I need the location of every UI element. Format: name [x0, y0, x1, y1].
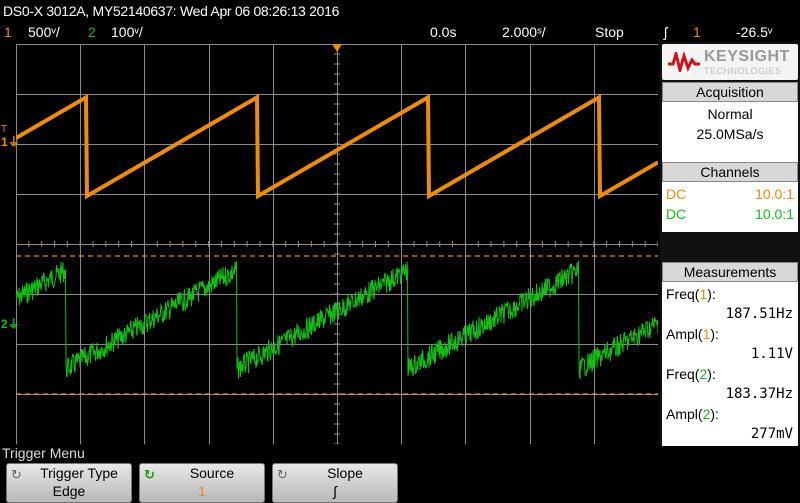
rotate-knob-icon: ↻ — [144, 467, 155, 482]
measurement-label: Freq(1): — [662, 284, 798, 304]
meas-close: ): — [707, 286, 716, 302]
meas-name: Freq( — [666, 286, 700, 302]
ch2-probe: 10.0:1 — [755, 206, 794, 222]
info-panel: KEYSIGHT TECHNOLOGIES Acquisition Normal… — [660, 42, 800, 446]
measurement-item[interactable]: Ampl(1): 1.11V — [662, 324, 798, 364]
ch2-number[interactable]: 2 — [88, 24, 96, 40]
waveform-display[interactable] — [16, 44, 658, 444]
run-state[interactable]: Stop — [595, 24, 624, 40]
slope-softkey[interactable]: ↻ Slope ʃ — [272, 463, 398, 503]
meas-channel: 1 — [702, 326, 711, 342]
meas-channel: 2 — [699, 366, 708, 382]
measurement-item[interactable]: Freq(2): 183.37Hz — [662, 364, 798, 404]
ch2-scale[interactable]: 100ᵛ/ — [111, 24, 143, 40]
ch1-trigger-arrow-icon: T — [1, 124, 8, 135]
scale-status-bar: 1 500ᵛ/ 2 100ᵛ/ 0.0s 2.000ˢ/ Stop ʃ 1 -2… — [0, 22, 800, 42]
ch2-ground-marker[interactable]: 2⏚ — [1, 315, 20, 332]
rotate-knob-icon: ↻ — [11, 467, 22, 482]
measurement-label: Freq(2): — [662, 364, 798, 384]
ch2-waveform — [16, 260, 658, 379]
softkey-label: Source — [189, 465, 235, 481]
meas-channel: 1 — [699, 286, 708, 302]
meas-name: Ampl( — [666, 326, 703, 342]
time-position[interactable]: 0.0s — [430, 24, 457, 40]
menu-title: Trigger Menu — [2, 445, 85, 461]
logo-brand: KEYSIGHT — [704, 48, 790, 65]
measurement-item[interactable]: Ampl(2): 277mV — [662, 404, 798, 444]
measurement-value: 1.11V — [750, 346, 793, 362]
measurement-value: 187.51Hz — [725, 306, 793, 322]
ch1-probe: 10.0:1 — [755, 186, 794, 202]
ch1-trigger-level-line — [16, 255, 658, 395]
source-softkey[interactable]: ↻ Source 1 — [139, 463, 265, 503]
channels-section: Channels DC 10.0:1 DC 10.0:1 — [662, 162, 798, 232]
keysight-logo: KEYSIGHT TECHNOLOGIES — [662, 44, 798, 80]
rotate-knob-icon: ↻ — [277, 467, 288, 482]
graticule — [16, 44, 658, 444]
measurement-value: 183.37Hz — [725, 386, 793, 402]
measurement-item[interactable]: Freq(1): 187.51Hz — [662, 284, 798, 324]
acquisition-title: Acquisition — [662, 82, 798, 102]
ground-icon: ⏚ — [7, 317, 20, 331]
channel-row[interactable]: DC 10.0:1 — [662, 204, 798, 224]
meas-close: ): — [710, 326, 719, 342]
channels-title: Channels — [662, 162, 798, 182]
measurements-section: Measurements Freq(1): 187.51Hz Ampl(1): … — [662, 262, 798, 446]
ch1-waveform — [16, 93, 658, 200]
acquisition-section: Acquisition Normal 25.0MSa/s — [662, 82, 798, 168]
softkey-value: 1 — [198, 483, 206, 499]
ch1-ground-marker[interactable]: 1⏚ — [1, 133, 20, 150]
measurements-title: Measurements — [662, 262, 798, 282]
channel-row[interactable]: DC 10.0:1 — [662, 184, 798, 204]
meas-name: Freq( — [666, 366, 700, 382]
acquisition-mode: Normal — [707, 106, 753, 122]
ch1-number[interactable]: 1 — [4, 24, 12, 40]
softkey-value: ʃ — [333, 483, 337, 499]
measurement-label: Ampl(2): — [662, 404, 798, 424]
meas-name: Ampl( — [666, 406, 703, 422]
ch2-marker-label: 2 — [1, 317, 8, 331]
ch1-coupling: DC — [666, 186, 687, 202]
ch1-marker-label: 1 — [1, 135, 8, 149]
scope-title: DS0-X 3012A, MY52140637: Wed Apr 06 08:2… — [3, 3, 340, 19]
keysight-wave-icon — [668, 52, 700, 72]
rising-edge-icon: ʃ — [664, 24, 668, 40]
measurement-value: 277mV — [750, 426, 793, 442]
softkey-value: Edge — [52, 483, 86, 499]
meas-close: ): — [707, 366, 716, 382]
measurement-label: Ampl(1): — [662, 324, 798, 344]
logo-subtitle: TECHNOLOGIES — [704, 66, 782, 76]
trigger-position-icon — [332, 44, 342, 52]
softkey-label: Trigger Type — [40, 465, 118, 481]
time-scale[interactable]: 2.000ˢ/ — [502, 24, 546, 40]
ground-icon: ⏚ — [7, 135, 20, 149]
trigger-level[interactable]: -26.5ᵛ — [736, 24, 773, 40]
ch2-coupling: DC — [666, 206, 687, 222]
sample-rate: 25.0MSa/s — [696, 126, 764, 142]
softkey-label: Slope — [327, 465, 363, 481]
trigger-source[interactable]: 1 — [693, 24, 701, 40]
trigger-type-softkey[interactable]: ↻ Trigger Type Edge — [6, 463, 132, 503]
ch1-scale[interactable]: 500ᵛ/ — [28, 24, 60, 40]
meas-close: ): — [710, 406, 719, 422]
scope-title-bar: DS0-X 3012A, MY52140637: Wed Apr 06 08:2… — [0, 0, 800, 22]
meas-channel: 2 — [702, 406, 711, 422]
